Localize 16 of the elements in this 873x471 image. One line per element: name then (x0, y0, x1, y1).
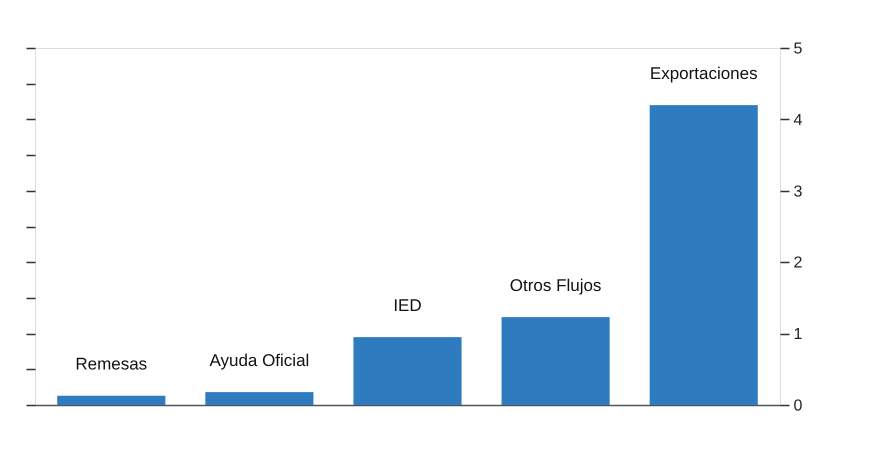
x-tick-label: Ayuda Oficial (209, 351, 310, 370)
bar (57, 396, 166, 405)
x-tick-label: Otros Flujos (510, 276, 602, 296)
y-tick-label: 1 (794, 326, 802, 344)
y-tick-label: 2 (794, 254, 802, 272)
y-tick-label: 5 (794, 40, 802, 58)
x-tick-label: IED (393, 296, 422, 316)
y-tick-label: 4 (794, 112, 802, 129)
x-tick-label: Exportaciones (650, 64, 758, 84)
x-tick-label: Remesas (75, 354, 148, 374)
bar (353, 337, 462, 405)
bar (650, 105, 758, 405)
y-tick-label: 3 (794, 183, 802, 200)
bar (205, 392, 314, 405)
y-tick-label: 0 (794, 398, 802, 414)
bar (502, 317, 610, 405)
